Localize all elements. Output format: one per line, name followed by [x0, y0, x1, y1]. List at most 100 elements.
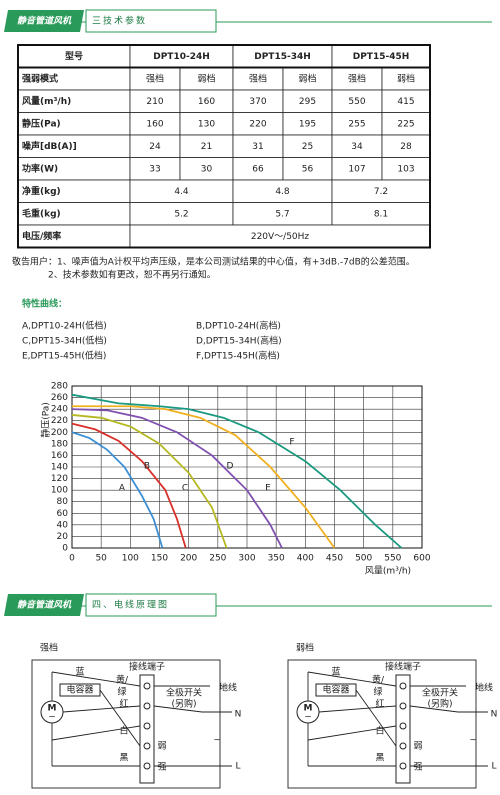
y-tick-label: 160 [51, 451, 68, 461]
ac-label: ~ [213, 736, 221, 746]
y-tick-label: 80 [57, 497, 69, 507]
speed-label: 强 [157, 762, 166, 773]
legend-entry: F,DPT15-45H(高档) [196, 350, 280, 362]
terminal [143, 742, 151, 750]
curve [72, 405, 336, 549]
table-cell-text: 5.7 [275, 209, 289, 219]
line-label: L [491, 762, 496, 772]
table-cell-text: 7.2 [374, 187, 388, 197]
y-axis-label: 静压(Pa) [40, 402, 52, 438]
wire [62, 705, 141, 713]
terminal [399, 702, 407, 710]
header-title: 四、电线原理图 [92, 599, 169, 611]
table-cell-text: 24 [149, 142, 161, 152]
line-label: N [491, 710, 498, 720]
ground-label: 地线 [475, 682, 493, 694]
y-tick-label: 20 [57, 532, 69, 542]
curve [71, 414, 228, 549]
table-cell-text: 5.2 [174, 209, 188, 219]
table-cell-text: 21 [201, 142, 212, 152]
y-tick-label: 40 [57, 520, 69, 530]
speed-label: 弱 [157, 741, 166, 752]
header-badge [4, 594, 84, 616]
header-badge-text: 静音管道风机 [17, 16, 72, 27]
curve [71, 422, 187, 549]
wire [51, 671, 141, 687]
wire-label: 黄/ [116, 674, 129, 686]
curve-label: F [289, 438, 294, 448]
x-tick-label: 600 [413, 554, 430, 564]
diagram-title: 弱档 [296, 642, 314, 654]
wire-label: 黄/ [372, 674, 385, 686]
line-label: N [235, 710, 242, 720]
table-cell-text: 净重(kg) [22, 185, 61, 197]
wire-label: 红 [375, 698, 384, 710]
block-label: 接线端子 [385, 661, 421, 673]
curve-label: E [265, 484, 271, 494]
table-cell-text: 107 [348, 164, 365, 174]
table-cell-text: 型号 [65, 50, 83, 62]
speed-label: 弱 [413, 741, 422, 752]
wire [307, 725, 397, 741]
y-tick-label: 280 [51, 382, 68, 392]
x-tick-label: 300 [238, 554, 255, 564]
y-tick-label: 60 [57, 509, 69, 519]
wire-label: 蓝 [331, 666, 340, 678]
table-cell-text: 强档 [146, 72, 164, 84]
y-tick-label: 220 [51, 416, 68, 426]
table-cell-text: 33 [149, 164, 160, 174]
motor-label: ~ [304, 713, 312, 723]
table-cell-text: 370 [249, 97, 266, 107]
terminal [143, 702, 151, 710]
header-title-box [85, 593, 217, 617]
table-cell-text: 34 [351, 142, 363, 152]
wire [153, 705, 203, 713]
header-badge-text: 静音管道风机 [17, 600, 72, 611]
table-cell-text: 弱档 [197, 72, 215, 84]
motor-label: M [304, 704, 313, 714]
y-tick-label: 260 [51, 393, 68, 403]
ac-label: ~ [469, 736, 477, 746]
table-cell-text: 160 [198, 97, 215, 107]
x-tick-label: 350 [268, 554, 285, 564]
x-tick-label: 150 [151, 554, 168, 564]
plot-frame [71, 385, 423, 549]
table-cell-text: 强档 [249, 72, 267, 84]
motor-label: ~ [48, 713, 56, 723]
legend-entry: B,DPT10-24H(高档) [196, 320, 281, 332]
table-cell-text: 8.1 [374, 209, 388, 219]
curve-label: C [182, 484, 188, 494]
x-tick-label: 50 [95, 554, 107, 564]
wire-label: 电容器 [66, 684, 93, 696]
table-cell-text: DPT15-45H [353, 52, 410, 62]
table-cell-text: DPT10-24H [153, 52, 210, 62]
table-cell-text: 功率(W) [22, 162, 58, 174]
wire [318, 705, 397, 713]
table-cell-text: 195 [299, 119, 316, 129]
wire-label: 绿 [373, 686, 382, 698]
header-badge [4, 10, 84, 32]
table-cell-text: 强档 [348, 72, 366, 84]
y-tick-label: 120 [51, 474, 68, 484]
wire [409, 705, 459, 713]
table-cell-text: 255 [348, 119, 365, 129]
terminal [399, 742, 407, 750]
curve [71, 431, 164, 549]
table-cell-text: 毛重(kg) [22, 207, 61, 219]
wire-label: 红 [119, 698, 128, 710]
ground-label: 地线 [219, 682, 237, 694]
table-cell-text: 103 [397, 164, 414, 174]
legend-entry: C,DPT15-34H(低档) [22, 335, 107, 347]
line-label: L [235, 762, 240, 772]
y-tick-label: 200 [51, 428, 68, 438]
table-cell-text: 225 [397, 119, 414, 129]
x-tick-label: 200 [180, 554, 197, 564]
table-cell-text: 550 [348, 97, 365, 107]
x-tick-label: 400 [297, 554, 314, 564]
y-tick-label: 180 [51, 439, 68, 449]
y-tick-label: 100 [51, 486, 68, 496]
x-tick-label: 100 [122, 554, 139, 564]
legend-entry: E,DPT15-45H(低档) [22, 350, 106, 362]
table-cell-text: 4.8 [275, 187, 290, 197]
